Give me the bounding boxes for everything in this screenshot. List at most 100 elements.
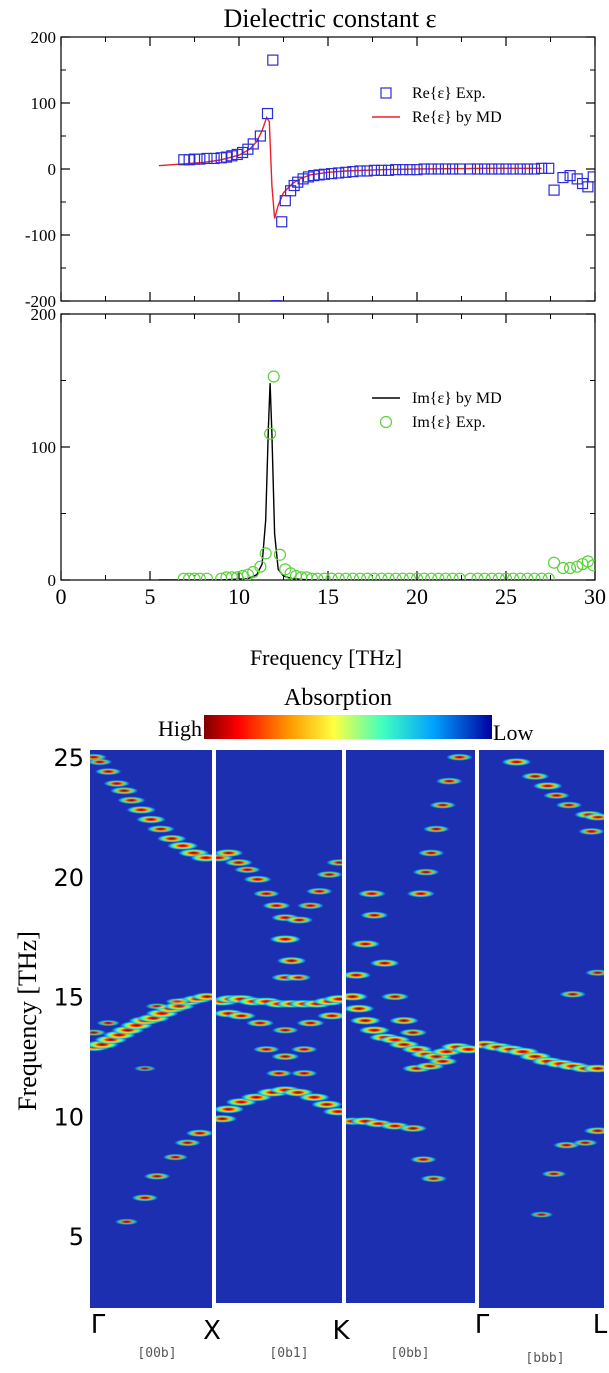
absorption-peak bbox=[542, 791, 571, 800]
absorption-peak bbox=[114, 1218, 139, 1226]
data-point-square bbox=[254, 130, 266, 142]
bottom-series-group bbox=[158, 370, 595, 580]
data-point-square bbox=[557, 171, 569, 184]
absorption-peak bbox=[295, 1019, 326, 1027]
data-point-square bbox=[288, 179, 300, 192]
data-point-square bbox=[507, 163, 519, 175]
x-tick-label: 5 bbox=[145, 584, 156, 609]
absorption-peak bbox=[173, 1139, 202, 1147]
heatmap-panel-background bbox=[216, 750, 342, 1303]
absorption-peak bbox=[322, 994, 342, 1004]
absorption-peak bbox=[216, 848, 244, 858]
series-line bbox=[158, 383, 542, 580]
colorbar-low-label: Low bbox=[493, 720, 533, 745]
y-tick-label: 0 bbox=[48, 571, 57, 590]
symmetry-point-label: L bbox=[593, 1310, 608, 1340]
data-point-circle bbox=[325, 572, 338, 580]
absorption-peak bbox=[90, 758, 113, 766]
data-point-circle bbox=[453, 572, 466, 580]
data-point-circle bbox=[339, 572, 352, 580]
absorption-peak bbox=[584, 969, 604, 977]
absorption-peak bbox=[162, 1153, 189, 1161]
absorption-peak bbox=[298, 1092, 331, 1102]
legend-label: Im{ε} Exp. bbox=[412, 414, 486, 431]
data-point-square bbox=[535, 162, 548, 174]
absorption-peak bbox=[451, 1044, 475, 1054]
absorption-peak bbox=[305, 887, 334, 895]
data-point-square bbox=[439, 163, 452, 175]
top-chart-title: Dielectric constant ε bbox=[223, 4, 436, 33]
data-point-square bbox=[276, 216, 288, 228]
data-point-square bbox=[368, 164, 380, 176]
heatmap-panels bbox=[90, 750, 604, 1308]
absorption-peak bbox=[388, 1016, 420, 1025]
absorption-peak bbox=[555, 801, 583, 809]
bottom-x-axis-label: Frequency [THz] bbox=[250, 645, 402, 670]
absorption-peak bbox=[245, 1019, 275, 1027]
heatmap-blob-group bbox=[90, 753, 212, 1226]
data-point-circle bbox=[273, 548, 287, 561]
data-point-square bbox=[340, 166, 352, 178]
data-point-circle bbox=[514, 572, 527, 580]
data-point-square bbox=[454, 163, 466, 175]
top-legend: Re{ε} Exp. Re{ε} by MD bbox=[372, 85, 502, 126]
data-point-square bbox=[247, 138, 259, 150]
data-point-square bbox=[514, 163, 526, 175]
data-point-circle bbox=[446, 572, 459, 580]
top-y-ticks: 200 100 0 -100 -200 bbox=[25, 28, 596, 311]
absorption-peak bbox=[164, 997, 191, 1005]
heatmap-y-tick-label: 5 bbox=[69, 1223, 84, 1251]
absorption-peak bbox=[276, 956, 307, 965]
absorption-peak bbox=[417, 849, 445, 857]
absorption-peak bbox=[143, 1172, 171, 1180]
colorbar bbox=[204, 715, 492, 739]
absorption-peak bbox=[520, 772, 550, 781]
absorption-peak bbox=[284, 973, 312, 982]
data-point-circle bbox=[396, 572, 409, 580]
data-point-circle bbox=[521, 572, 534, 580]
absorption-peak bbox=[290, 1069, 319, 1078]
data-point-square bbox=[404, 164, 416, 176]
absorption-peak bbox=[90, 1029, 107, 1037]
absorption-peak bbox=[422, 825, 451, 833]
absorption-peak bbox=[581, 1064, 604, 1073]
legend-square-swatch bbox=[380, 87, 392, 99]
absorption-peak bbox=[125, 805, 157, 814]
heatmap-panel-background bbox=[346, 750, 475, 1303]
data-point-circle bbox=[535, 572, 548, 580]
data-point-circle bbox=[563, 561, 577, 575]
data-point-circle bbox=[188, 572, 201, 580]
data-point-square bbox=[201, 152, 213, 165]
data-point-circle bbox=[368, 572, 381, 580]
data-point-circle bbox=[556, 561, 570, 575]
absorption-peak bbox=[144, 1002, 170, 1010]
absorption-peak bbox=[427, 1057, 459, 1066]
data-point-square bbox=[261, 107, 274, 120]
symmetry-point-label: X bbox=[203, 1316, 221, 1346]
heatmap-title: Absorption bbox=[284, 685, 392, 711]
data-point-circle bbox=[507, 572, 520, 580]
top-series-group bbox=[158, 54, 595, 301]
data-point-square bbox=[521, 163, 533, 175]
direction-label: [0bb] bbox=[390, 1346, 429, 1361]
absorption-peak bbox=[501, 757, 532, 767]
data-point-square bbox=[390, 164, 402, 176]
heatmap-blob-group bbox=[216, 848, 342, 1123]
data-point-circle bbox=[587, 559, 595, 572]
data-point-circle bbox=[353, 572, 367, 580]
data-point-circle bbox=[499, 572, 513, 580]
absorption-peak bbox=[412, 868, 440, 876]
absorption-peak bbox=[271, 1026, 300, 1034]
absorption-peak bbox=[252, 1045, 281, 1054]
symmetry-point-label: Γ bbox=[91, 1310, 106, 1340]
absorption-peak bbox=[346, 992, 369, 1001]
symmetry-point-label: Γ bbox=[475, 1310, 490, 1340]
heatmap-y-ticks: 25 20 15 10 5 bbox=[53, 744, 84, 1251]
direction-label: [bbb] bbox=[525, 1351, 564, 1366]
absorption-peak bbox=[409, 1155, 438, 1164]
heatmap-y-axis-label: Frequency [THz] bbox=[13, 931, 42, 1111]
bottom-plot-frame bbox=[60, 313, 596, 581]
absorption-peak bbox=[532, 781, 564, 791]
absorption-peak bbox=[269, 934, 302, 944]
